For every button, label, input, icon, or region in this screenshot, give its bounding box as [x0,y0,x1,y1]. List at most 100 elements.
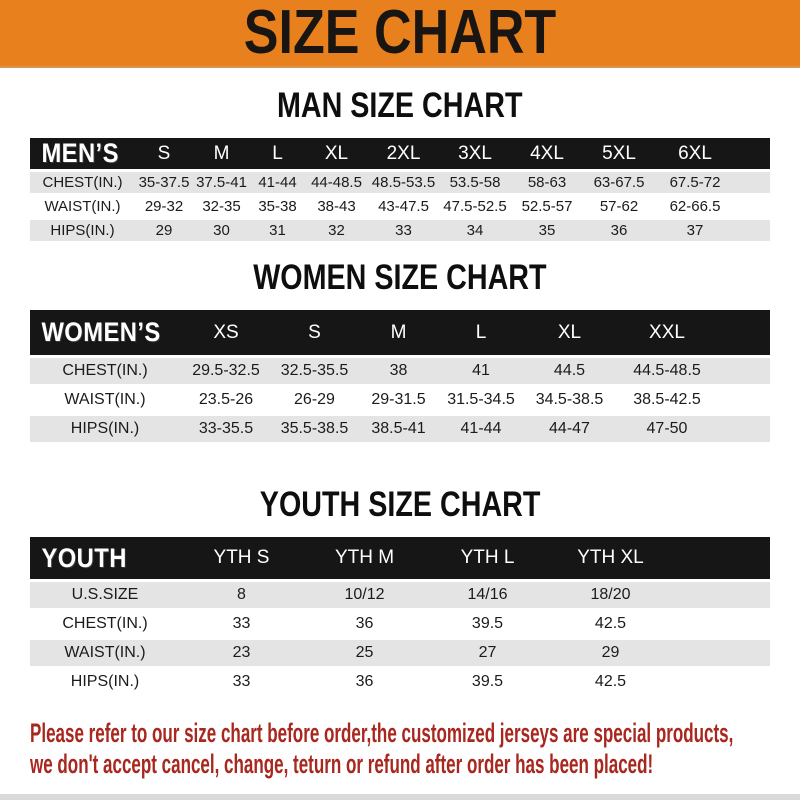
men-size-table: MEN’S S M L XL 2XL 3XL 4XL 5XL 6XL CHEST… [30,135,770,244]
header-filler-cell [717,310,770,355]
header-filler-cell [672,537,770,579]
size-value: 33 [180,669,303,695]
size-value: 39.5 [426,669,549,695]
row-label: CHEST(IN.) [30,358,180,384]
youth-section-heading-text: YOUTH SIZE CHART [259,485,541,524]
size-value: 62-66.5 [655,196,735,217]
women-table-title: WOMEN’S [41,317,161,347]
size-value: 41-44 [250,172,305,193]
size-value: 41 [440,358,522,384]
table-row: CHEST(IN.) 35-37.5 37.5-41 41-44 44-48.5… [30,172,770,193]
filler-cell [735,196,770,217]
size-value: 52.5-57 [511,196,583,217]
size-value: 27 [426,640,549,666]
row-label: HIPS(IN.) [30,220,135,241]
row-label: U.S.SIZE [30,582,180,608]
size-value: 35-38 [250,196,305,217]
col-header: S [135,138,193,169]
table-row: U.S.SIZE 8 10/12 14/16 18/20 [30,582,770,608]
size-value: 38.5-42.5 [617,387,717,413]
row-label: WAIST(IN.) [30,196,135,217]
size-value: 47-50 [617,416,717,442]
section-men: MAN SIZE CHART MEN’S S M L XL 2XL 3XL 4X… [0,88,800,244]
filler-cell [717,416,770,442]
size-value: 63-67.5 [583,172,655,193]
size-value: 38.5-41 [357,416,440,442]
row-label: HIPS(IN.) [30,416,180,442]
size-value: 29 [549,640,672,666]
size-value: 32 [305,220,368,241]
size-value: 29-31.5 [357,387,440,413]
size-value: 33-35.5 [180,416,272,442]
section-women: WOMEN SIZE CHART WOMEN’S XS S M L XL XXL… [0,260,800,445]
table-row: CHEST(IN.) 33 36 39.5 42.5 [30,611,770,637]
col-header: YTH XL [549,537,672,579]
table-row: WAIST(IN.) 23 25 27 29 [30,640,770,666]
table-row: HIPS(IN.) 33-35.5 35.5-38.5 38.5-41 41-4… [30,416,770,442]
banner: SIZE CHART [0,0,800,68]
banner-title: SIZE CHART [243,0,557,67]
size-value: 53.5-58 [439,172,511,193]
men-table-title-cell: MEN’S [30,138,135,169]
youth-table-title: YOUTH [41,542,127,573]
size-value: 8 [180,582,303,608]
filler-cell [672,611,770,637]
size-value: 30 [193,220,250,241]
size-value: 35 [511,220,583,241]
col-header: 5XL [583,138,655,169]
size-value: 48.5-53.5 [368,172,439,193]
table-row: HIPS(IN.) 29 30 31 32 33 34 35 36 37 [30,220,770,241]
men-section-heading-text: MAN SIZE CHART [277,86,523,125]
col-header: XXL [617,310,717,355]
size-value: 42.5 [549,669,672,695]
size-value: 34.5-38.5 [522,387,617,413]
size-value: 44-48.5 [305,172,368,193]
row-label: CHEST(IN.) [30,172,135,193]
size-value: 67.5-72 [655,172,735,193]
size-value: 36 [303,669,426,695]
filler-cell [717,358,770,384]
size-value: 44-47 [522,416,617,442]
size-value: 32.5-35.5 [272,358,357,384]
notice-line-2: we don't accept cancel, change, teturn o… [30,749,654,779]
filler-cell [672,669,770,695]
men-table-header-row: MEN’S S M L XL 2XL 3XL 4XL 5XL 6XL [30,138,770,169]
col-header: YTH M [303,537,426,579]
filler-cell [672,640,770,666]
women-table-title-cell: WOMEN’S [30,310,180,355]
size-value: 36 [583,220,655,241]
size-value: 47.5-52.5 [439,196,511,217]
size-value: 58-63 [511,172,583,193]
col-header: XL [305,138,368,169]
size-value: 23 [180,640,303,666]
table-row: WAIST(IN.) 23.5-26 26-29 29-31.5 31.5-34… [30,387,770,413]
col-header: XL [522,310,617,355]
size-value: 38 [357,358,440,384]
size-value: 25 [303,640,426,666]
women-section-heading: WOMEN SIZE CHART [0,260,800,296]
size-value: 35-37.5 [135,172,193,193]
row-label: WAIST(IN.) [30,387,180,413]
youth-section-heading: YOUTH SIZE CHART [0,487,800,523]
women-section-heading-text: WOMEN SIZE CHART [253,258,547,297]
size-value: 37 [655,220,735,241]
size-value: 57-62 [583,196,655,217]
table-row: CHEST(IN.) 29.5-32.5 32.5-35.5 38 41 44.… [30,358,770,384]
table-row: HIPS(IN.) 33 36 39.5 42.5 [30,669,770,695]
row-label: CHEST(IN.) [30,611,180,637]
size-value: 44.5 [522,358,617,384]
col-header: XS [180,310,272,355]
table-row: WAIST(IN.) 29-32 32-35 35-38 38-43 43-47… [30,196,770,217]
size-value: 33 [180,611,303,637]
size-value: 38-43 [305,196,368,217]
footer-notice: Please refer to our size chart before or… [30,718,800,780]
header-filler-cell [735,138,770,169]
size-value: 31 [250,220,305,241]
youth-table-header-row: YOUTH YTH S YTH M YTH L YTH XL [30,537,770,579]
size-value: 43-47.5 [368,196,439,217]
section-youth: YOUTH SIZE CHART YOUTH YTH S YTH M YTH L… [0,487,800,698]
col-header: L [250,138,305,169]
col-header: S [272,310,357,355]
filler-cell [717,387,770,413]
women-table-header-row: WOMEN’S XS S M L XL XXL [30,310,770,355]
